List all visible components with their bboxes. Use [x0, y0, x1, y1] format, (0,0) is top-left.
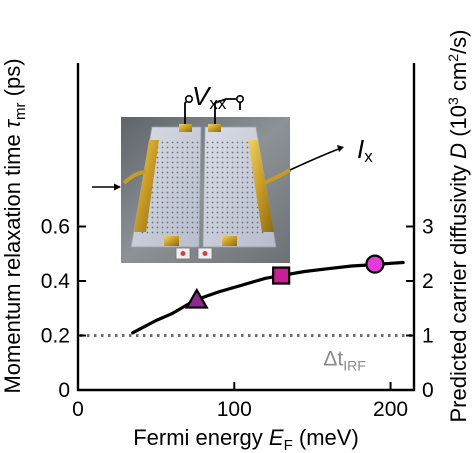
markers-group: [184, 254, 385, 309]
gold-wire-left: [122, 170, 147, 185]
y2-label-mid: cm: [446, 62, 471, 97]
series-line: [131, 260, 405, 335]
y-label-unit: (ps): [0, 58, 25, 102]
inset-annotations: Vxx Ix: [92, 81, 373, 191]
y-axis-label: Momentum relaxation time τmr (ps): [0, 58, 29, 393]
x-label-var: E: [269, 425, 284, 450]
voltage-symbol: V: [192, 81, 212, 111]
gold-pad-bottom-right: [222, 236, 237, 246]
detector-left-dot: [180, 251, 186, 256]
voltage-contact-right: [236, 95, 245, 104]
y2-label-open: (10: [446, 105, 471, 143]
y2-tick-label-0: 0: [422, 379, 434, 402]
y2-label-exp: 3: [445, 97, 461, 105]
voltage-label: Vxx: [192, 81, 227, 113]
current-out-line: [289, 147, 342, 171]
x-label-main: Fermi energy: [133, 425, 269, 450]
inset-device-image: [121, 117, 291, 263]
x-axis-ticks: 0 100 200: [72, 382, 408, 421]
y2-tick-label-1: 1: [422, 325, 434, 348]
y2-label-main: Predicted carrier diffusivity: [446, 159, 471, 423]
y-tick-label-0: 0: [58, 379, 70, 402]
x-label-unit: (meV): [293, 425, 359, 450]
current-label: Ix: [357, 134, 373, 166]
y2-axis-ticks: 0 1 2 3: [406, 216, 434, 402]
current-symbol: I: [357, 134, 364, 164]
y-label-sub: mr: [12, 102, 29, 120]
y-tick-label-2: 0.4: [41, 270, 71, 293]
current-in-arrowhead: [114, 183, 121, 191]
irf-label-sub: IRF: [343, 358, 366, 374]
y-label-var: τ: [0, 118, 25, 128]
current-subscript: x: [364, 147, 373, 166]
y-tick-label-1: 0.2: [41, 325, 70, 348]
detector-right-dot: [202, 251, 208, 256]
x-tick-label-2: 200: [373, 398, 408, 421]
lattice-right: [205, 140, 266, 235]
gold-pad-top-right: [208, 124, 221, 132]
current-out-arrowhead: [337, 145, 344, 152]
gold-wire-right: [263, 168, 291, 185]
irf-label-main: Δt: [323, 348, 343, 371]
y-axis-ticks: 0 0.2 0.4 0.6: [41, 216, 86, 402]
y2-label-var: D: [446, 143, 471, 159]
y2-label-exp2: 2: [445, 54, 461, 62]
y2-tick-label-2: 2: [422, 270, 434, 293]
voltage-subscript: xx: [209, 94, 227, 113]
gold-electrode-right: [248, 140, 274, 232]
y-tick-label-3: 0.6: [41, 216, 70, 239]
y2-label-close: /s): [446, 29, 471, 53]
y-label-main: Momentum relaxation time: [0, 128, 25, 393]
y2-axis-label: Predicted carrier diffusivity D (103 cm2…: [445, 29, 471, 422]
marker-triangle: [184, 287, 209, 309]
x-axis-label: Fermi energy EF (meV): [133, 425, 359, 453]
gold-electrode-left: [134, 140, 159, 232]
reference-line-group: ΔtIRF: [80, 334, 412, 374]
x-tick-label-0: 0: [72, 398, 84, 421]
irf-reference-label: ΔtIRF: [323, 348, 365, 374]
gold-pad-top-left: [179, 124, 192, 132]
y2-tick-label-3: 3: [422, 216, 434, 239]
gold-pad-bottom-left: [164, 236, 179, 246]
series-group: [131, 260, 405, 335]
marker-square: [272, 266, 291, 285]
voltage-contact-left: [185, 95, 194, 104]
x-tick-label-1: 100: [217, 398, 252, 421]
marker-circle: [365, 254, 385, 274]
x-label-sub: F: [284, 437, 293, 453]
